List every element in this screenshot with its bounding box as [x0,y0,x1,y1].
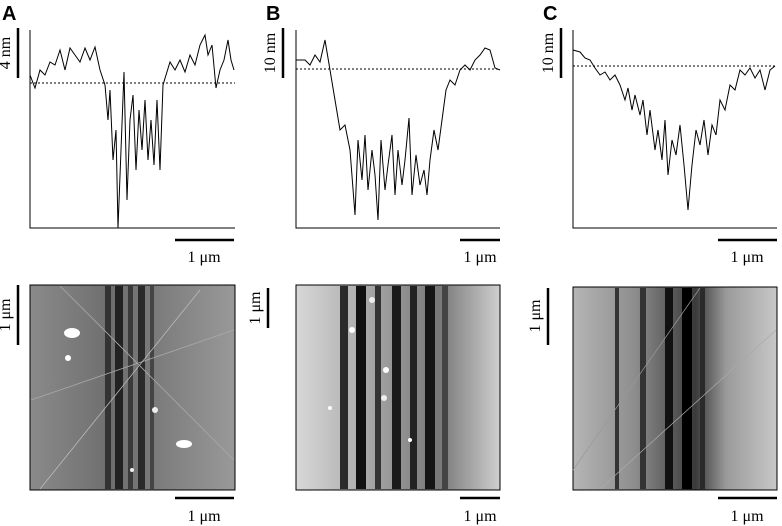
layout [16,28,778,500]
profile-axes [295,30,500,229]
profile-length-scale: 1 μm [463,249,497,266]
height-profile [296,39,501,221]
profile-height-scale: 4 nm [0,36,14,69]
afm-image [29,284,236,491]
height-profile [29,33,235,229]
profile-height-scale: 10 nm [262,32,279,73]
image-length-scale: 1 μm [730,508,764,525]
afm-image [572,286,778,491]
image-length-scale: 1 μm [463,508,497,525]
image-height-scale: 1 μm [0,298,14,332]
profile-height-scale: 10 nm [540,32,557,73]
height-profile [572,49,776,211]
profile-axes [29,30,235,229]
profile-axes [572,30,777,229]
profile-length-scale: 1 μm [730,249,764,266]
panel-label: C [543,3,557,25]
image-height-scale: 1 μm [247,291,264,325]
afm-image [295,284,501,491]
panel-label: B [266,3,280,25]
image-height-scale: 1 μm [527,299,544,333]
profile-length-scale: 1 μm [187,249,221,266]
image-length-scale: 1 μm [187,508,221,525]
panel-label: A [2,3,16,25]
